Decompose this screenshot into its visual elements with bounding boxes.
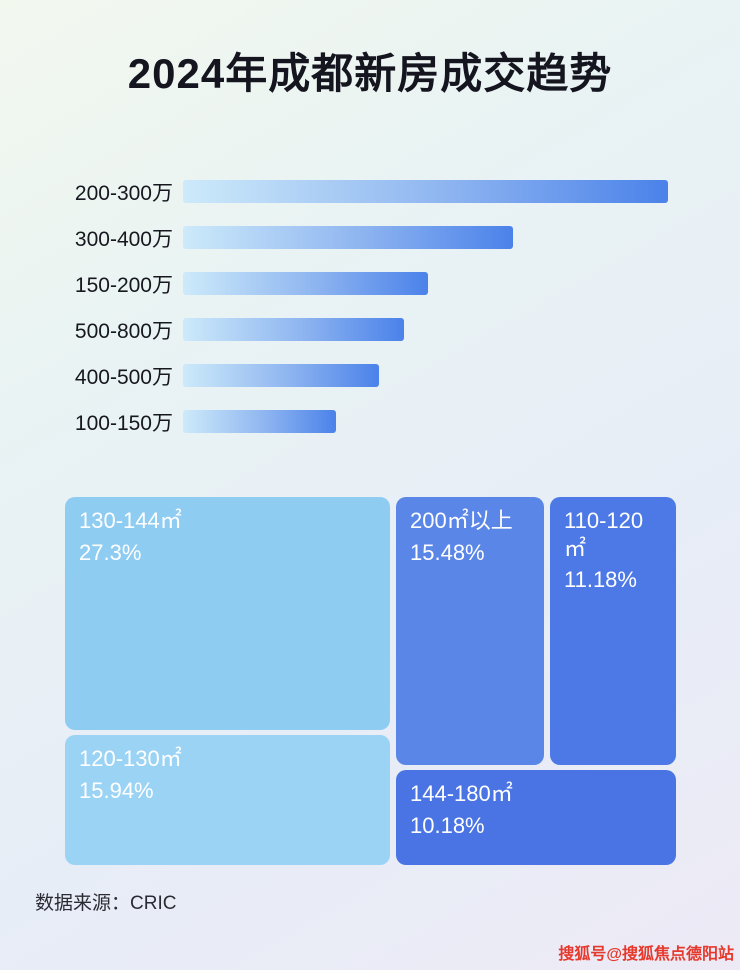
- bar-label: 400-500万: [74, 365, 173, 389]
- bar-label: 100-150万: [74, 411, 173, 435]
- bar-row: 150-200万: [55, 272, 668, 297]
- treemap-percent: 15.48%: [410, 539, 485, 565]
- bar-fill: [183, 318, 404, 341]
- treemap-block-110-120: 110-120㎡ 11.18%: [550, 497, 676, 765]
- bar-fill: [183, 180, 668, 203]
- treemap-block-200plus: 200㎡以上 15.48%: [396, 497, 544, 765]
- treemap-label: 144-180㎡: [410, 781, 513, 806]
- bar-label: 300-400万: [74, 227, 173, 251]
- bar-fill: [183, 226, 513, 249]
- treemap-label: 110-120㎡: [564, 508, 644, 561]
- treemap-block-130-144: 130-144㎡ 27.3%: [65, 497, 390, 730]
- bar-row: 300-400万: [55, 226, 668, 251]
- bar-label: 200-300万: [74, 181, 173, 205]
- bar-label: 150-200万: [74, 273, 173, 297]
- area-treemap: 130-144㎡ 27.3% 120-130㎡ 15.94% 200㎡以上 15…: [65, 497, 676, 866]
- bar-row: 100-150万: [55, 410, 668, 435]
- price-range-bar-chart: 200-300万 300-400万 150-200万 500-800万 400-…: [55, 180, 668, 456]
- bar-fill: [183, 410, 336, 433]
- treemap-percent: 27.3%: [79, 539, 142, 565]
- treemap-label: 200㎡以上: [410, 508, 513, 533]
- treemap-label: 120-130㎡: [79, 746, 182, 771]
- watermark: 搜狐号@搜狐焦点德阳站: [558, 946, 734, 963]
- page-title: 2024年成都新房成交趋势: [127, 50, 613, 97]
- treemap-percent: 15.94%: [79, 777, 154, 803]
- bar-row: 400-500万: [55, 364, 668, 389]
- treemap-percent: 10.18%: [410, 812, 485, 838]
- data-source-label: 数据来源：CRIC: [35, 893, 177, 914]
- bar-row: 200-300万: [55, 180, 668, 205]
- bar-row: 500-800万: [55, 318, 668, 343]
- treemap-label: 130-144㎡: [79, 508, 182, 533]
- treemap-block-120-130: 120-130㎡ 15.94%: [65, 735, 390, 865]
- treemap-block-144-180: 144-180㎡ 10.18%: [396, 770, 676, 865]
- bar-fill: [183, 364, 380, 387]
- treemap-percent: 11.18%: [564, 567, 637, 592]
- bar-fill: [183, 272, 428, 295]
- bar-label: 500-800万: [74, 319, 173, 343]
